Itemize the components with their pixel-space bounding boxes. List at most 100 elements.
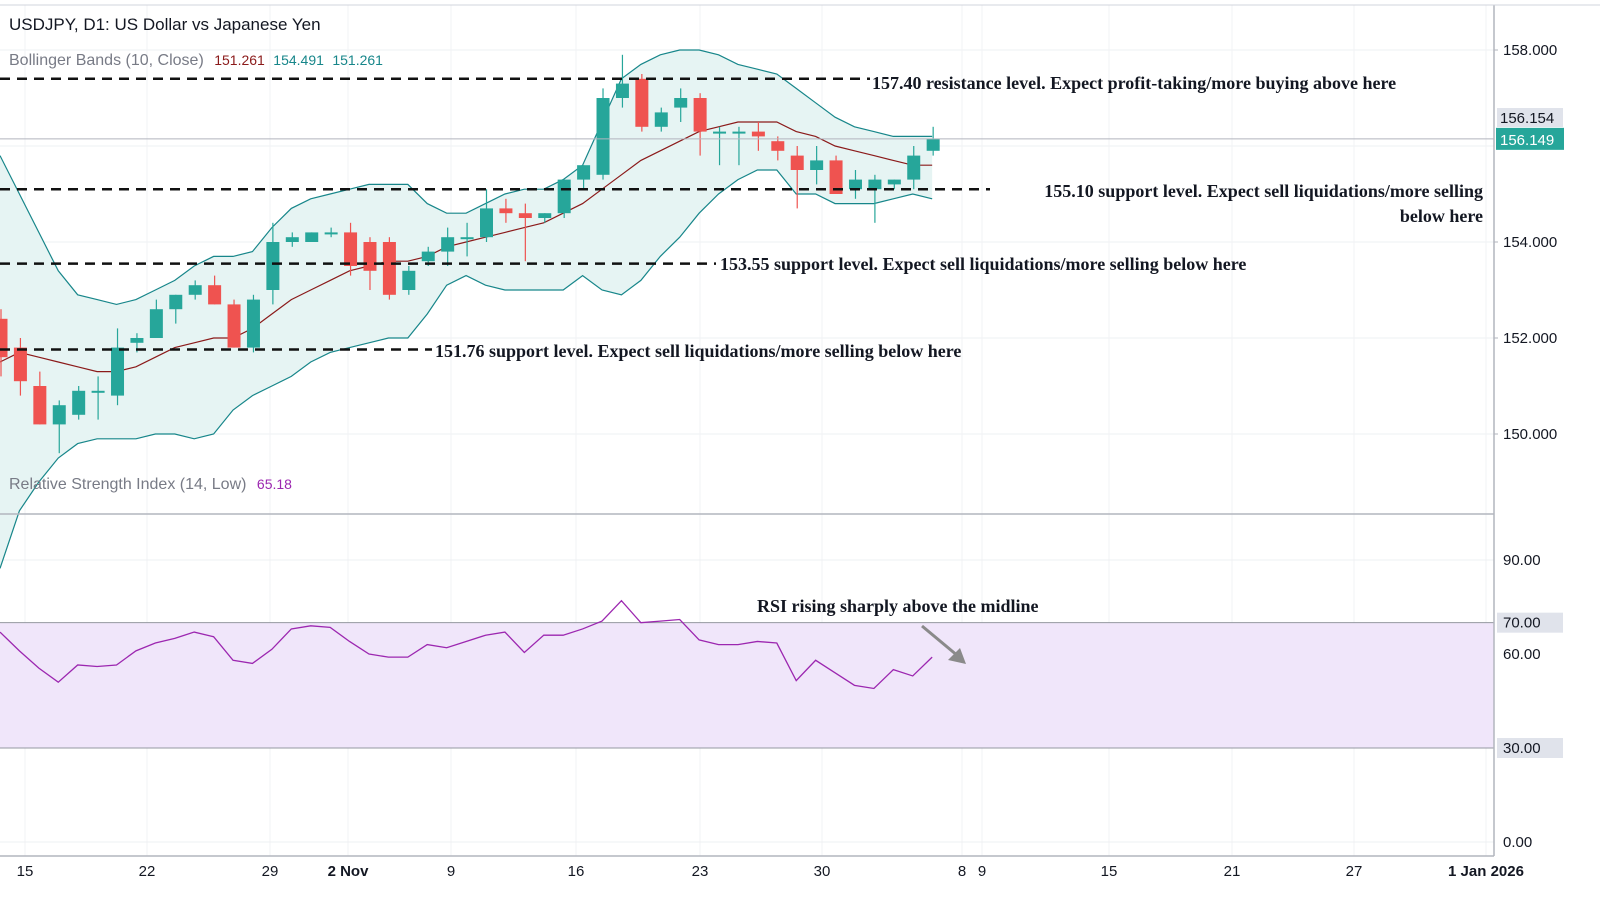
support-155-line1: 155.10 support level. Expect sell liquid… bbox=[1044, 181, 1483, 201]
support-153-annotation: 153.55 support level. Expect sell liquid… bbox=[720, 254, 1247, 274]
candle bbox=[344, 222, 358, 276]
candle bbox=[285, 232, 299, 247]
candle bbox=[751, 122, 765, 151]
rsi-tick-label: 60.00 bbox=[1503, 646, 1541, 663]
axes: 158.000 154.000 152.000 150.000 156.154 156.1… bbox=[0, 4, 1600, 880]
candle-body bbox=[499, 208, 513, 214]
candle-body bbox=[130, 338, 144, 343]
rsi-line bbox=[0, 599, 966, 690]
bollinger-basis-value: 151.261 bbox=[214, 52, 265, 68]
rsi-level-tag bbox=[1497, 738, 1563, 758]
candle bbox=[790, 146, 804, 209]
candle-body bbox=[402, 270, 416, 290]
candle-body bbox=[266, 242, 280, 290]
candle bbox=[91, 376, 105, 420]
candle-body bbox=[518, 213, 532, 218]
rsi-panel bbox=[0, 622, 1494, 749]
support-151-annotation: 151.76 support level. Expect sell liquid… bbox=[435, 341, 962, 361]
candle-body bbox=[480, 208, 493, 238]
candle-body bbox=[635, 78, 649, 127]
candle-body bbox=[188, 285, 202, 295]
candle-body bbox=[227, 304, 241, 348]
time-tick-label: 2 Nov bbox=[328, 863, 370, 880]
rsi-band bbox=[0, 622, 1494, 748]
rsi-level-tag bbox=[1497, 612, 1563, 633]
rsi-value: 65.18 bbox=[256, 476, 292, 492]
candle bbox=[382, 237, 396, 300]
candle bbox=[810, 146, 824, 185]
candle-body bbox=[0, 318, 8, 358]
time-tick-label: 1 Jan 2026 bbox=[1448, 863, 1524, 880]
bollinger-bands bbox=[0, 49, 933, 569]
candle-body bbox=[441, 237, 455, 252]
time-tick-label: 22 bbox=[139, 863, 156, 880]
candle bbox=[169, 294, 183, 324]
rsi-series-line bbox=[0, 599, 933, 690]
candle bbox=[868, 174, 882, 223]
time-tick-label: 15 bbox=[17, 863, 34, 880]
candle-body bbox=[285, 237, 299, 242]
candle-body bbox=[91, 390, 105, 393]
rsi-annotation: RSI rising sharply above the midline bbox=[757, 596, 1039, 616]
candle-body bbox=[363, 242, 377, 271]
candle-body bbox=[810, 160, 824, 170]
candle bbox=[693, 93, 707, 156]
candle bbox=[907, 146, 921, 190]
candle-body bbox=[557, 179, 571, 214]
candle bbox=[848, 170, 862, 199]
candle-body bbox=[654, 112, 668, 127]
candles bbox=[0, 54, 940, 454]
time-tick-label: 29 bbox=[262, 863, 279, 880]
candle bbox=[635, 74, 649, 132]
bollinger-lower bbox=[0, 169, 933, 569]
time-tick-label: 15 bbox=[1101, 863, 1118, 880]
candle-body bbox=[693, 98, 707, 132]
candle-body bbox=[868, 179, 882, 190]
last-close-label: 156.154 bbox=[1500, 110, 1554, 127]
price-tick-label: 150.000 bbox=[1503, 426, 1557, 443]
candle-body bbox=[790, 155, 804, 170]
candle bbox=[324, 227, 338, 238]
time-tick-label: 9 bbox=[978, 863, 986, 880]
candle bbox=[926, 126, 940, 156]
last-price-tag bbox=[1496, 127, 1564, 150]
candle bbox=[480, 189, 493, 242]
candle bbox=[518, 203, 532, 262]
candle bbox=[615, 54, 629, 108]
bollinger-fill bbox=[0, 50, 933, 569]
last-close-tag bbox=[1497, 108, 1563, 127]
candle-body bbox=[72, 390, 86, 415]
candle-body bbox=[421, 251, 435, 262]
candle bbox=[771, 136, 785, 161]
candle-body bbox=[149, 309, 163, 338]
time-tick-label: 21 bbox=[1224, 863, 1241, 880]
candle bbox=[596, 88, 610, 180]
candle bbox=[188, 280, 202, 300]
rsi-tick-label: 0.00 bbox=[1503, 834, 1532, 851]
time-tick-label: 9 bbox=[447, 863, 455, 880]
candle bbox=[402, 266, 416, 295]
rsi-legend: Relative Strength Index (14, Low) 65.18 bbox=[9, 476, 292, 494]
bollinger-lower-value: 151.261 bbox=[332, 52, 383, 68]
rsi-label: Relative Strength Index (14, Low) bbox=[9, 476, 247, 493]
bollinger-label: Bollinger Bands (10, Close) bbox=[9, 52, 204, 69]
price-tick-label: 158.000 bbox=[1503, 42, 1557, 59]
candle-body bbox=[732, 131, 746, 134]
candle-body bbox=[344, 232, 358, 266]
candle bbox=[13, 338, 27, 396]
candle bbox=[654, 107, 668, 132]
candle-body bbox=[887, 179, 901, 185]
last-price-label: 156.149 bbox=[1500, 132, 1554, 149]
price-tick-label: 152.000 bbox=[1503, 330, 1557, 347]
candle bbox=[460, 222, 474, 257]
rsi-arrow-head bbox=[948, 648, 966, 664]
candle-body bbox=[615, 83, 629, 98]
candle bbox=[499, 198, 513, 223]
rsi-tick-label: 90.00 bbox=[1503, 552, 1541, 569]
candle-body bbox=[577, 165, 591, 180]
candle-body bbox=[324, 232, 338, 235]
level-lines bbox=[0, 77, 1494, 351]
candle-body bbox=[111, 347, 125, 396]
bollinger-upper bbox=[0, 49, 933, 306]
